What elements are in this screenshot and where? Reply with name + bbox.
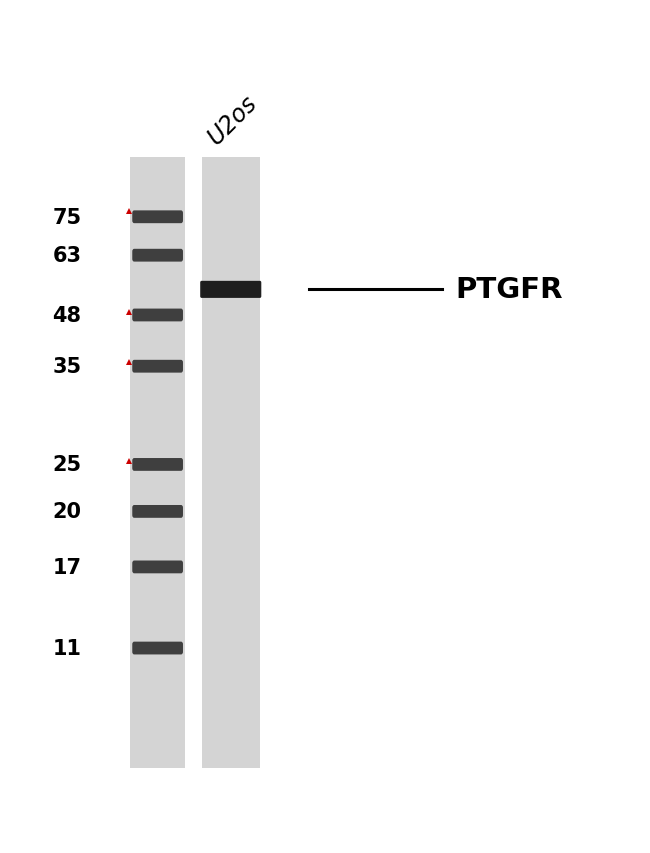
FancyBboxPatch shape [132,212,183,224]
Text: 25: 25 [52,455,81,475]
FancyBboxPatch shape [132,310,183,322]
Text: U2os: U2os [203,90,262,149]
Text: 35: 35 [52,357,81,377]
Text: 48: 48 [52,305,81,326]
FancyBboxPatch shape [132,561,183,573]
Text: PTGFR: PTGFR [455,276,562,304]
Bar [130,158,185,768]
FancyBboxPatch shape [132,641,183,655]
FancyBboxPatch shape [132,459,183,471]
Text: 63: 63 [52,246,81,266]
Text: 17: 17 [52,557,81,577]
Text: 11: 11 [52,638,81,659]
FancyBboxPatch shape [132,505,183,518]
Text: 20: 20 [52,502,81,522]
Bar [202,158,260,768]
FancyBboxPatch shape [132,249,183,262]
Text: 75: 75 [52,207,81,228]
FancyBboxPatch shape [132,360,183,374]
FancyBboxPatch shape [200,281,261,299]
